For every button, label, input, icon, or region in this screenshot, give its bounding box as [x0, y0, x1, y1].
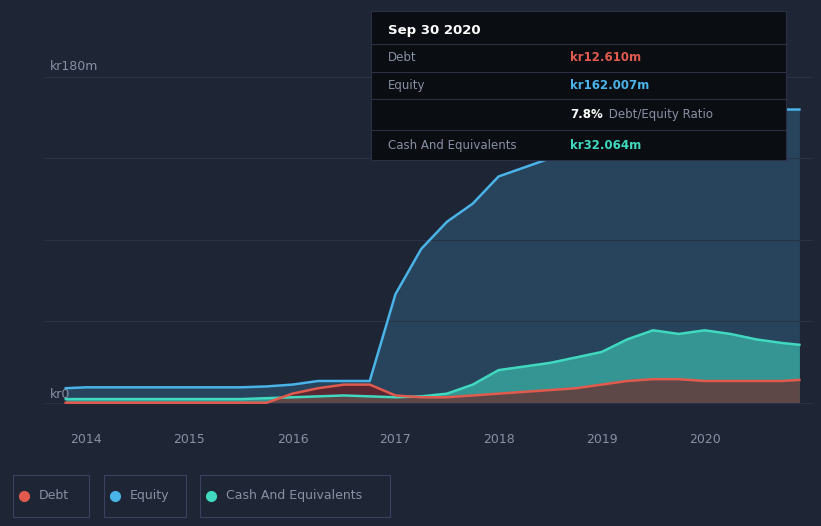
Text: Debt: Debt	[388, 51, 416, 64]
Text: Sep 30 2020: Sep 30 2020	[388, 24, 480, 37]
Text: 2019: 2019	[585, 433, 617, 447]
Text: kr12.610m: kr12.610m	[570, 51, 641, 64]
Text: kr0: kr0	[50, 388, 71, 401]
Text: Cash And Equivalents: Cash And Equivalents	[388, 139, 516, 152]
Text: Debt/Equity Ratio: Debt/Equity Ratio	[605, 108, 713, 121]
Text: kr180m: kr180m	[50, 60, 99, 73]
Text: 2017: 2017	[379, 433, 411, 447]
Text: 2018: 2018	[483, 433, 515, 447]
Text: 2014: 2014	[71, 433, 102, 447]
Text: 2020: 2020	[689, 433, 721, 447]
Text: 7.8%: 7.8%	[570, 108, 603, 121]
Text: kr162.007m: kr162.007m	[570, 79, 649, 92]
Text: Equity: Equity	[388, 79, 425, 92]
Text: Equity: Equity	[130, 489, 169, 502]
Text: Cash And Equivalents: Cash And Equivalents	[226, 489, 362, 502]
Text: kr32.064m: kr32.064m	[570, 139, 641, 152]
Text: 2016: 2016	[277, 433, 308, 447]
Text: 2015: 2015	[173, 433, 205, 447]
Text: Debt: Debt	[39, 489, 69, 502]
